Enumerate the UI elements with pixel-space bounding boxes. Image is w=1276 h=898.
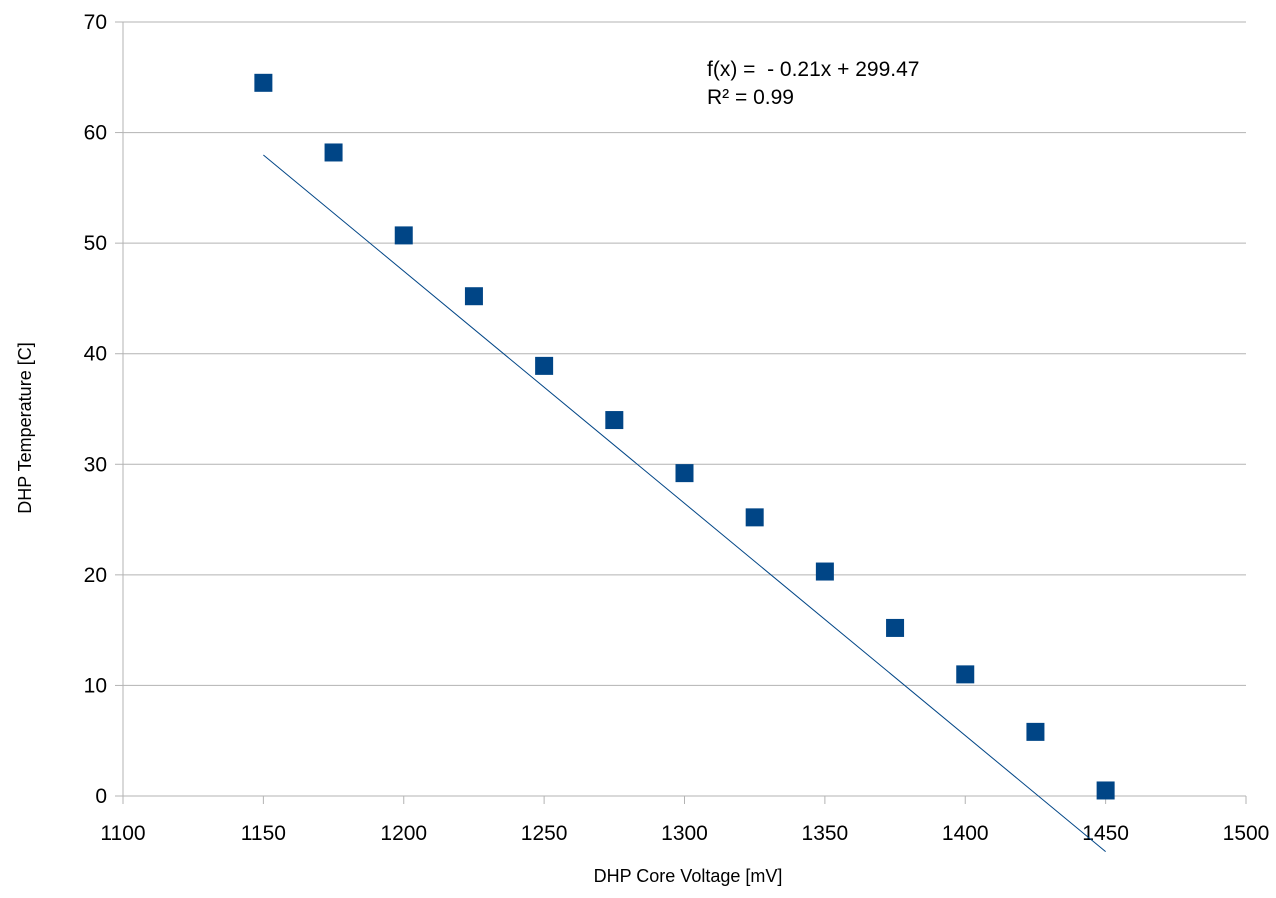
y-axis-title: DHP Temperature [C] (15, 342, 35, 513)
y-tick-label: 40 (84, 343, 107, 366)
y-tick-label: 70 (84, 11, 107, 34)
x-axis-title: DHP Core Voltage [mV] (594, 866, 783, 886)
y-tick-label: 10 (84, 674, 107, 697)
data-point (815, 562, 834, 581)
data-point (1096, 781, 1115, 800)
r-squared-label: R² = 0.99 (707, 86, 794, 109)
equation-label: f(x) = - 0.21x + 299.47 (707, 58, 919, 81)
data-point (464, 287, 483, 306)
y-tick-label: 20 (84, 564, 107, 587)
x-tick-label: 1350 (802, 822, 849, 845)
data-point (254, 73, 273, 92)
trendline-group (263, 154, 1106, 853)
x-tick-label: 1300 (661, 822, 708, 845)
data-point (1026, 722, 1045, 741)
data-point (605, 411, 624, 430)
y-tick-label: 0 (95, 785, 107, 808)
axes (115, 21, 1247, 804)
data-point (745, 508, 764, 527)
trendline (263, 154, 1106, 853)
x-tick-label: 1250 (521, 822, 568, 845)
x-tick-label: 1400 (942, 822, 989, 845)
x-tick-label: 1500 (1223, 822, 1270, 845)
y-tick-labels: 0 10 20 30 40 50 60 70 (84, 11, 107, 808)
grid-lines (123, 21, 1246, 686)
x-tick-label: 1450 (1082, 822, 1129, 845)
y-tick-label: 60 (84, 122, 107, 145)
data-point (886, 618, 905, 637)
x-tick-label: 1200 (380, 822, 427, 845)
data-points (254, 73, 1115, 800)
data-point (675, 464, 694, 483)
y-tick-label: 30 (84, 453, 107, 476)
data-point (956, 665, 975, 684)
x-tick-label: 1100 (100, 822, 145, 845)
data-point (394, 226, 413, 245)
x-tick-label: 1150 (241, 822, 286, 845)
y-tick-label: 50 (84, 232, 107, 255)
x-tick-labels: 1100 1150 1200 1250 1300 1350 1400 1450 1500 (100, 822, 1269, 845)
data-point (535, 356, 554, 375)
data-point (324, 143, 343, 162)
